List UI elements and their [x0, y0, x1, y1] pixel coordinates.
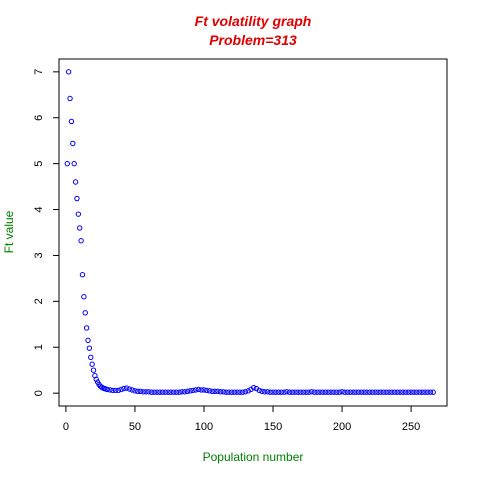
- data-points: [65, 70, 435, 395]
- data-point-79: [243, 390, 247, 394]
- data-point-5: [72, 161, 76, 165]
- data-point-38: [130, 388, 134, 392]
- data-point-147: [431, 390, 435, 394]
- x-tick-label-3: 150: [264, 421, 282, 433]
- data-point-34: [119, 387, 123, 391]
- y-axis-label: Ft value: [2, 210, 16, 253]
- plot-area-frame: [59, 59, 447, 406]
- data-point-3: [69, 119, 73, 123]
- x-tick-label-5: 250: [402, 421, 420, 433]
- x-tick-label-1: 50: [129, 421, 141, 433]
- x-tick-label-4: 200: [333, 421, 351, 433]
- y-tick-label-1: 1: [33, 344, 45, 350]
- data-point-18: [90, 362, 94, 366]
- data-point-1: [66, 70, 70, 74]
- data-point-8: [76, 212, 80, 216]
- y-tick-label-0: 0: [33, 390, 45, 396]
- data-point-11: [80, 273, 84, 277]
- data-point-16: [87, 346, 91, 350]
- data-point-7: [75, 196, 79, 200]
- data-point-6: [73, 180, 77, 184]
- data-point-19: [91, 368, 95, 372]
- x-tick-label-2: 100: [195, 421, 213, 433]
- data-point-0: [65, 161, 69, 165]
- data-point-9: [78, 226, 82, 230]
- y-tick-label-5: 5: [33, 161, 45, 167]
- chart-subtitle: Problem=313: [209, 32, 297, 48]
- x-tick-label-0: 0: [63, 421, 69, 433]
- y-tick-label-7: 7: [33, 69, 45, 75]
- y-axis: 0 1 2 3 4 5 6 7: [33, 69, 59, 396]
- data-point-10: [79, 239, 83, 243]
- y-tick-label-2: 2: [33, 298, 45, 304]
- data-point-13: [83, 311, 87, 315]
- x-axis-label: Population number: [203, 450, 304, 464]
- data-point-36: [124, 386, 128, 390]
- data-point-2: [68, 96, 72, 100]
- y-tick-label-4: 4: [33, 206, 45, 212]
- data-point-4: [71, 141, 75, 145]
- data-point-33: [116, 388, 120, 392]
- data-point-12: [82, 295, 86, 299]
- y-tick-label-3: 3: [33, 252, 45, 258]
- x-axis: 0 50 100 150 200 250: [63, 406, 420, 433]
- y-tick-label-6: 6: [33, 115, 45, 121]
- data-point-15: [86, 338, 90, 342]
- data-point-37: [127, 387, 131, 391]
- data-point-17: [89, 355, 93, 359]
- data-point-14: [84, 326, 88, 330]
- chart-title: Ft volatility graph: [195, 13, 312, 29]
